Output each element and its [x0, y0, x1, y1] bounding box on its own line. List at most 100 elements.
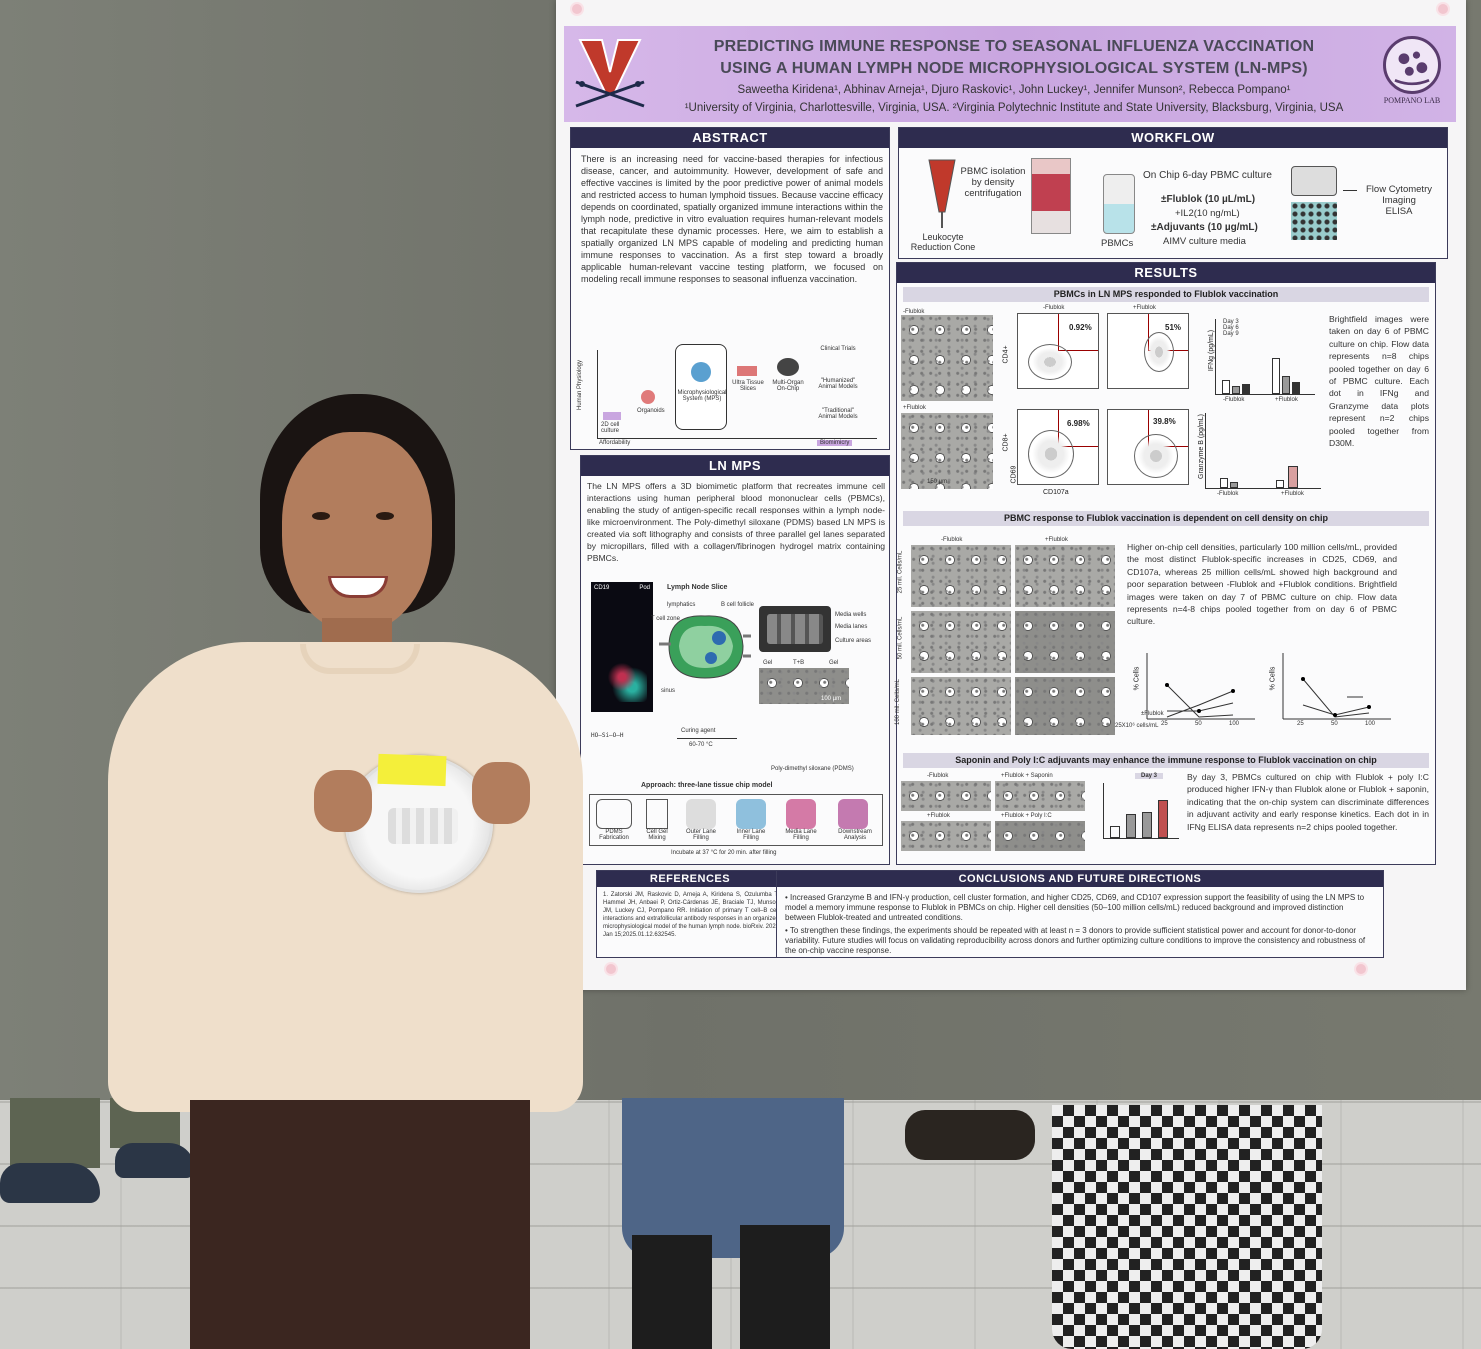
flow-percentage: 39.8%: [1153, 417, 1176, 426]
results-heading: RESULTS: [897, 263, 1435, 283]
lnmps-heading: LN MPS: [581, 456, 889, 476]
fig-x-right: Biomimicry: [817, 440, 853, 446]
lymph-node-diagram: [659, 615, 751, 679]
step-label: Downstream Analysis: [838, 829, 872, 841]
push-pin: [604, 962, 618, 976]
day3-label: Day 3: [1135, 773, 1164, 779]
density-image: [1015, 677, 1115, 735]
condition-label: +Flublok + Saponin: [1001, 773, 1053, 779]
legend-item: Day 3: [1223, 319, 1239, 325]
slice-label: B cell follicle: [721, 602, 755, 608]
flow-axis-label: CD69: [1010, 465, 1018, 484]
condition-label: +Flublok + Poly I:C: [1001, 813, 1052, 819]
readout-item: Imaging: [1382, 195, 1416, 206]
adjuvant-bar-chart: [1103, 783, 1179, 839]
density-line-chart: [1146, 653, 1255, 720]
readout-item: ELISA: [1385, 206, 1413, 217]
lane-brightfield-image: [759, 668, 849, 704]
slice-label: sinus: [661, 688, 676, 694]
culture-label: On Chip 6-day PBMC culture: [1143, 170, 1272, 181]
slice-label: lymphatics: [667, 602, 696, 608]
flow-percentage: 6.98%: [1067, 419, 1090, 428]
chart-x-tick: 50: [1331, 721, 1338, 727]
density-image: [911, 677, 1011, 735]
chip-label: Media wells: [835, 612, 867, 618]
sweater-collar: [300, 644, 420, 674]
readouts-list: Flow Cytometry Imaging ELISA: [1359, 184, 1439, 217]
results-text: Brightfield images were taken on day 6 o…: [1329, 314, 1429, 449]
lane-label: Gel: [763, 660, 773, 666]
research-poster: PREDICTING IMMUNE RESPONSE TO SEASONAL I…: [556, 0, 1466, 990]
step-label: Media Lane Filling: [785, 829, 817, 841]
centrifuge-tube-icon: [1031, 158, 1071, 234]
chart-x-tick: 100: [1229, 721, 1240, 727]
chart-x-label: -Flublok: [1217, 491, 1239, 497]
chart-x-tick: 100: [1365, 721, 1376, 727]
left-hand: [314, 770, 372, 832]
scale-bar-label: 150 µm: [927, 479, 948, 485]
pompano-lab-logo: POMPANO LAB: [1376, 36, 1448, 116]
chip-label: Media lanes: [835, 624, 868, 630]
flow-plot: [1107, 409, 1189, 485]
pbmcs-label: PBMCs: [1101, 238, 1134, 249]
pbmc-bottle-icon: [1103, 174, 1135, 234]
chart-x-tick: 25: [1161, 721, 1168, 727]
pbmc-isolation-label: PBMC isolation by density centrifugation: [960, 166, 1026, 199]
pompano-fish-icon: [1383, 36, 1441, 94]
conclusions-heading: CONCLUSIONS AND FUTURE DIRECTIONS: [777, 871, 1383, 887]
adjuvant-image: [901, 781, 991, 811]
sticky-note: [377, 753, 447, 787]
step-label: Cell Gel Mixing: [646, 829, 668, 841]
approach-title: Approach: three-lane tissue chip model: [641, 782, 773, 789]
readout-item: Flow Cytometry: [1366, 184, 1432, 195]
adjuvants-label: ±Adjuvants (10 µg/mL): [1151, 222, 1258, 233]
legend-item: Day 6: [1223, 325, 1239, 331]
density-label: 25 mil. Cells/mL: [897, 550, 904, 594]
fig-x-left: Affordability: [599, 440, 631, 446]
lnmps-text: The LN MPS offers a 3D biomimetic platfo…: [587, 481, 885, 563]
chip-array: [388, 808, 458, 844]
chart-y-label: % Cells: [1269, 666, 1277, 691]
flow-axis-label: CD4+: [1002, 345, 1010, 364]
chart-x-label: +Flublok: [1275, 397, 1298, 403]
condition-label: -Flublok: [1043, 305, 1065, 311]
scale-bar-label: 100 µm: [821, 696, 842, 702]
workflow-panel: WORKFLOW Leukocyte Reduction Cone PBMC i…: [898, 127, 1448, 259]
flublok-label: ±Flublok (10 µL/mL): [1161, 194, 1256, 205]
chart-x-tick: 50: [1195, 721, 1202, 727]
density-label: 100 mil. Cells/mL: [895, 678, 902, 726]
chart-x-unit: 25X10⁶ cells/mL: [1115, 723, 1159, 729]
sweater: [108, 642, 583, 1112]
bystander-shoes: [905, 1110, 1035, 1160]
push-pin: [1436, 2, 1450, 16]
flow-percentage: 51%: [1165, 323, 1182, 332]
fluorescence-image: CD19 Pod: [591, 582, 653, 712]
media-label: AIMV culture media: [1163, 236, 1246, 247]
abstract-heading: ABSTRACT: [571, 128, 889, 148]
approach-steps: PDMS Fabrication Cell Gel Mixing Outer L…: [589, 794, 883, 846]
curing-temp: 60-70 °C: [689, 742, 713, 748]
cone-icon: [928, 159, 956, 228]
density-line-chart: [1282, 653, 1391, 720]
chip-label: Culture areas: [835, 638, 872, 644]
results-text: By day 3, PBMCs cultured on chip with Fl…: [1187, 772, 1429, 832]
conclusion-bullets: • Increased Granzyme B and IFN-γ product…: [785, 893, 1366, 955]
step-label: Inner Lane Filling: [736, 829, 766, 841]
granzyme-bar-chart: [1205, 413, 1321, 489]
poster-affiliations: ¹University of Virginia, Charlottesville…: [684, 102, 1344, 114]
poster-title: PREDICTING IMMUNE RESPONSE TO SEASONAL I…: [664, 36, 1364, 80]
fig-item: Clinical Trials: [820, 346, 856, 352]
results-text: Higher on-chip cell densities, particula…: [1127, 542, 1397, 627]
condition-label: -Flublok: [941, 537, 963, 543]
references-panel: REFERENCES 1. Zatorski JM, Raskovic D, A…: [596, 870, 784, 958]
eye: [376, 512, 394, 520]
legend: Day 3 Day 6 Day 9: [1223, 319, 1239, 337]
fig-item: Microphysiological System (MPS): [677, 390, 727, 402]
slice-title: Lymph Node Slice: [667, 584, 728, 591]
pdms-label: Poly-dimethyl siloxane (PDMS): [771, 766, 854, 772]
lab-name: POMPANO LAB: [1383, 96, 1441, 105]
adjuvant-image: [995, 821, 1085, 851]
legend-item: Day 9: [1223, 331, 1239, 337]
chip-photo: [759, 606, 831, 652]
bystander-checkered-pants: [1052, 1105, 1322, 1349]
